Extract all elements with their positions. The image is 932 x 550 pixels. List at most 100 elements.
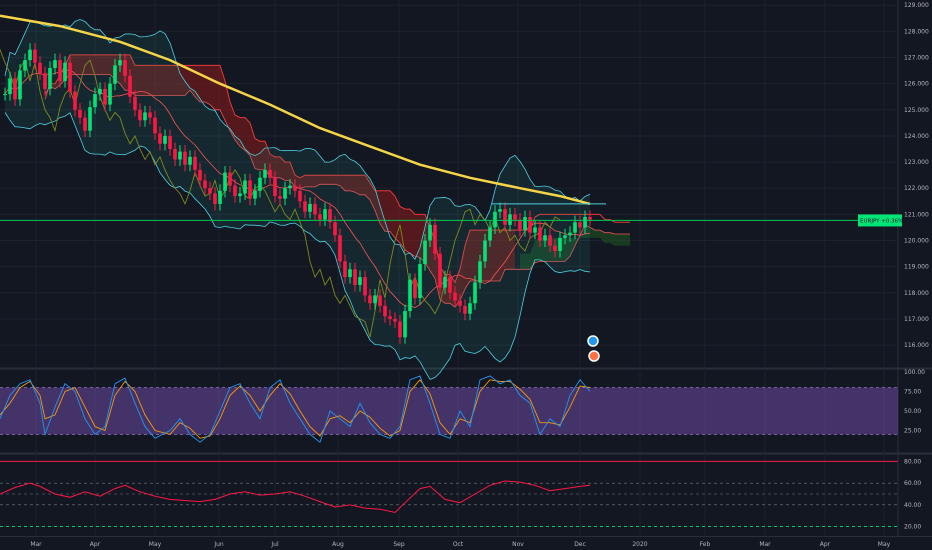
candle-body[interactable] (258, 177, 262, 191)
candle-body[interactable] (68, 62, 72, 92)
candle-body[interactable] (253, 190, 257, 199)
candle-body[interactable] (488, 227, 492, 241)
candle-body[interactable] (53, 60, 57, 68)
candle-body[interactable] (98, 88, 102, 95)
candle-body[interactable] (228, 172, 232, 186)
candle-body[interactable] (383, 305, 387, 317)
candle-body[interactable] (508, 214, 512, 225)
candle-body[interactable] (148, 112, 152, 118)
candle-body[interactable] (103, 88, 107, 105)
candle-body[interactable] (358, 277, 362, 285)
candle-body[interactable] (133, 96, 137, 110)
candle-body[interactable] (523, 216, 527, 231)
candle-body[interactable] (498, 209, 502, 212)
candle-body[interactable] (298, 190, 302, 202)
candle-body[interactable] (413, 279, 417, 299)
candle-body[interactable] (563, 235, 567, 238)
candle-body[interactable] (463, 305, 467, 314)
candle-body[interactable] (308, 203, 312, 212)
candle-body[interactable] (158, 133, 162, 144)
candle-body[interactable] (433, 224, 437, 254)
candle-body[interactable] (353, 269, 357, 285)
candle-body[interactable] (513, 214, 517, 220)
candle-body[interactable] (318, 214, 322, 220)
candle-body[interactable] (363, 277, 367, 296)
candle-body[interactable] (533, 227, 537, 233)
candle-body[interactable] (338, 235, 342, 262)
candle-body[interactable] (143, 112, 147, 121)
candle-body[interactable] (468, 303, 472, 314)
candle-body[interactable] (368, 295, 372, 304)
candle-body[interactable] (278, 196, 282, 199)
candle-body[interactable] (118, 60, 122, 66)
candle-body[interactable] (238, 193, 242, 197)
candle-body[interactable] (578, 222, 582, 228)
candle-body[interactable] (393, 318, 397, 322)
candle-body[interactable] (198, 169, 202, 181)
candle-body[interactable] (273, 177, 277, 197)
candle-body[interactable] (583, 216, 587, 228)
candle-body[interactable] (248, 180, 252, 199)
candle-body[interactable] (218, 190, 222, 204)
event-icon[interactable] (587, 335, 599, 347)
candle-body[interactable] (423, 240, 427, 265)
candle-body[interactable] (428, 224, 432, 241)
candle-body[interactable] (213, 193, 217, 204)
candle-body[interactable] (108, 83, 112, 105)
candle-body[interactable] (18, 70, 22, 100)
candle-body[interactable] (568, 232, 572, 236)
candle-body[interactable] (193, 156, 197, 170)
candle-body[interactable] (3, 94, 7, 96)
candle-body[interactable] (13, 78, 17, 100)
candle-body[interactable] (518, 219, 522, 231)
candle-body[interactable] (403, 311, 407, 338)
candle-body[interactable] (268, 169, 272, 178)
candle-body[interactable] (28, 49, 32, 61)
candle-body[interactable] (553, 245, 557, 251)
candle-body[interactable] (323, 209, 327, 220)
candle-body[interactable] (168, 135, 172, 150)
candle-body[interactable] (538, 227, 542, 241)
symbol-price-tag[interactable] (858, 214, 902, 227)
candle-body[interactable] (38, 62, 42, 74)
candle-body[interactable] (588, 216, 592, 220)
candle-body[interactable] (263, 169, 267, 178)
candle-body[interactable] (188, 156, 192, 165)
candle-body[interactable] (78, 109, 82, 118)
candle-body[interactable] (458, 300, 462, 306)
candle-body[interactable] (183, 151, 187, 165)
candle-body[interactable] (573, 222, 577, 233)
candle-body[interactable] (328, 209, 332, 223)
candle-body[interactable] (378, 295, 382, 306)
candle-body[interactable] (303, 201, 307, 212)
candle-body[interactable] (548, 235, 552, 246)
candle-body[interactable] (163, 135, 167, 144)
candle-body[interactable] (63, 62, 67, 82)
candle-body[interactable] (448, 277, 452, 293)
candle-body[interactable] (73, 91, 77, 110)
candle-body[interactable] (473, 282, 477, 304)
candle-body[interactable] (43, 73, 47, 89)
candle-body[interactable] (558, 237, 562, 251)
candle-body[interactable] (343, 261, 347, 278)
candle-body[interactable] (483, 240, 487, 262)
candle-body[interactable] (453, 292, 457, 301)
candle-body[interactable] (33, 49, 37, 63)
candle-body[interactable] (493, 211, 497, 228)
candle-body[interactable] (153, 117, 157, 134)
candle-body[interactable] (543, 235, 547, 241)
candle-body[interactable] (408, 279, 412, 312)
candle-body[interactable] (233, 185, 237, 197)
candle-body[interactable] (123, 60, 127, 76)
candle-body[interactable] (208, 188, 212, 194)
candle-body[interactable] (388, 316, 392, 319)
candle-body[interactable] (173, 149, 177, 160)
candle-body[interactable] (288, 185, 292, 189)
candle-body[interactable] (373, 295, 377, 304)
candle-body[interactable] (138, 109, 142, 121)
candle-body[interactable] (438, 253, 442, 288)
event-icon[interactable] (588, 350, 600, 362)
candle-body[interactable] (418, 264, 422, 299)
